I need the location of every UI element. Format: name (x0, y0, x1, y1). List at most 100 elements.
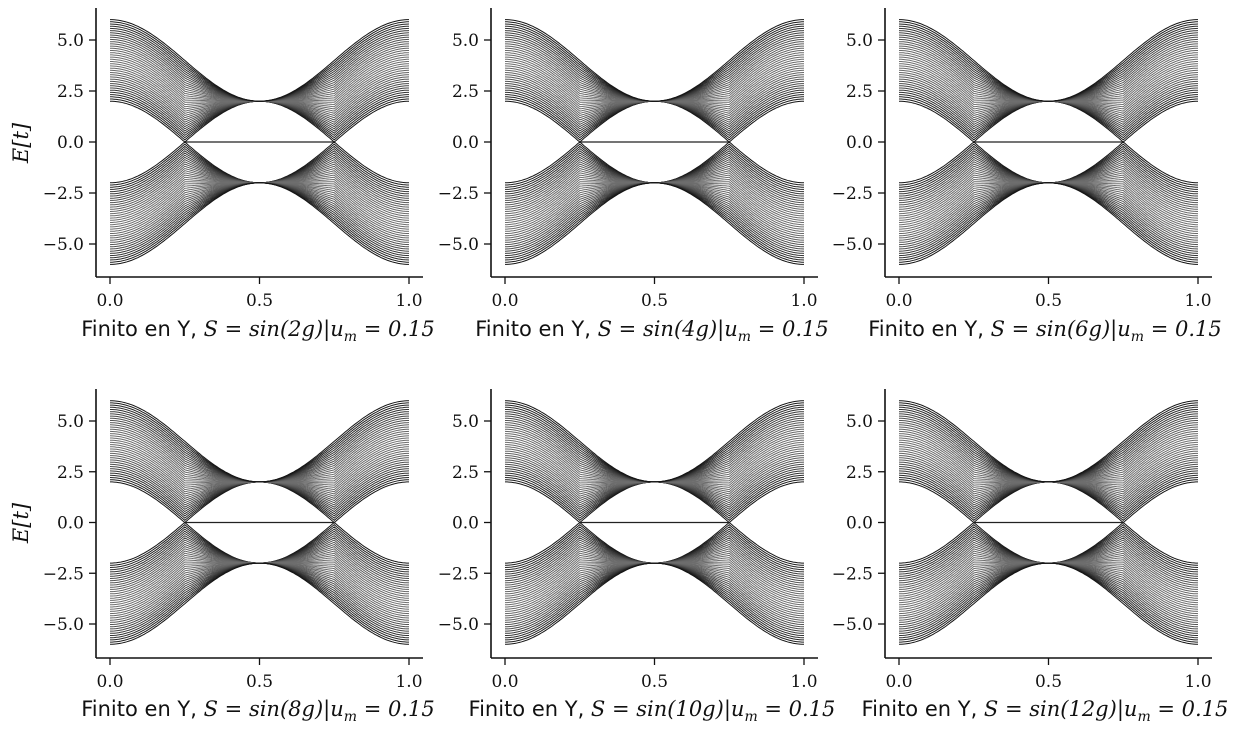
x-axis-label-math: S = sin(2g)|u (204, 317, 344, 342)
x-tick-label: 0.5 (1035, 291, 1062, 311)
y-tick-label: 5.0 (57, 412, 84, 432)
y-tick-label: 5.0 (57, 31, 84, 51)
x-axis-label: Finito en Y, S = sin(10g)|um = 0.15 (469, 697, 836, 725)
x-axis-label-subscript: m (738, 329, 751, 345)
x-axis-label-suffix: = 0.15 (751, 317, 829, 341)
x-axis-label-suffix: = 0.15 (357, 317, 435, 341)
lower-band-line-37 (505, 562, 804, 645)
band-curves (898, 19, 1199, 265)
y-tick-label: 2.5 (57, 463, 84, 483)
y-tick-label: −2.5 (438, 184, 479, 204)
y-tick-label: 0.0 (57, 514, 84, 534)
x-axis-label-prefix: Finito en Y, (862, 697, 984, 721)
x-axis-label-subscript: m (744, 709, 757, 725)
x-tick-label: 1.0 (1184, 291, 1211, 311)
y-tick-label: 2.5 (846, 82, 873, 102)
upper-band-line-37 (110, 400, 409, 483)
x-tick-label: 1.0 (1184, 672, 1211, 692)
y-tick-label: −5.0 (43, 615, 84, 635)
x-axis-label-suffix: = 0.15 (1151, 697, 1229, 721)
upper-band-line-37 (505, 19, 804, 102)
lower-band-line-34 (504, 182, 805, 259)
x-axis-label-math: S = sin(4g)|u (598, 317, 738, 342)
y-tick-label: 5.0 (846, 412, 873, 432)
upper-band-line-37 (110, 19, 409, 102)
lower-band-line-20 (505, 562, 804, 608)
x-tick-label: 0.5 (641, 672, 668, 692)
band-curves (504, 19, 805, 265)
lower-band-line-37 (110, 562, 409, 645)
x-tick-label: 0.0 (96, 291, 123, 311)
x-axis-label-subscript: m (344, 329, 357, 345)
y-tick-label: 2.5 (57, 82, 84, 102)
x-axis-label: Finito en Y, S = sin(2g)|um = 0.15 (81, 317, 435, 345)
upper-band-line-20 (505, 437, 804, 483)
x-axis-label: Finito en Y, S = sin(12g)|um = 0.15 (862, 697, 1229, 725)
x-axis-label-suffix: = 0.15 (357, 697, 435, 721)
band-curves (109, 400, 410, 645)
upper-band-line-20 (899, 56, 1198, 102)
x-tick-label: 0.0 (96, 672, 123, 692)
x-axis-label: Finito en Y, S = sin(8g)|um = 0.15 (81, 697, 435, 725)
lower-band-line-20 (110, 562, 409, 608)
lower-band-line-20 (899, 182, 1198, 228)
lower-band-line-20 (110, 182, 409, 228)
band-curves (898, 400, 1199, 645)
band-curves (504, 400, 805, 645)
x-axis-label-prefix: Finito en Y, (475, 317, 597, 341)
lower-band-line-20 (899, 562, 1198, 608)
x-axis-label-prefix: Finito en Y, (81, 317, 203, 341)
x-axis-label: Finito en Y, S = sin(4g)|um = 0.15 (475, 317, 829, 345)
y-axis-label: E[t] (9, 502, 33, 544)
y-tick-label: 2.5 (452, 463, 479, 483)
x-axis-label-prefix: Finito en Y, (469, 697, 591, 721)
x-axis-label-math: S = sin(6g)|u (991, 317, 1131, 342)
x-axis-label-prefix: Finito en Y, (868, 317, 990, 341)
x-axis-label-subscript: m (1137, 709, 1150, 725)
upper-band-line-37 (899, 19, 1198, 102)
x-tick-label: 0.0 (491, 291, 518, 311)
y-tick-label: −5.0 (438, 235, 479, 255)
upper-band-line-20 (505, 56, 804, 102)
lower-band-line-37 (899, 182, 1198, 265)
x-axis-label-suffix: = 0.15 (758, 697, 836, 721)
x-axis-label-subscript: m (1131, 329, 1144, 345)
x-tick-label: 0.0 (885, 672, 912, 692)
x-tick-label: 0.5 (1035, 672, 1062, 692)
lower-band-line-26 (505, 182, 804, 241)
x-axis-label-subscript: m (344, 709, 357, 725)
lower-band-line-37 (505, 182, 804, 265)
x-tick-label: 0.5 (246, 291, 273, 311)
y-tick-label: −5.0 (438, 615, 479, 635)
x-axis-label-math: S = sin(10g)|u (591, 697, 745, 722)
upper-band-line-37 (505, 400, 804, 483)
y-tick-label: 5.0 (452, 31, 479, 51)
y-tick-label: 0.0 (452, 514, 479, 534)
x-axis-label-suffix: = 0.15 (1144, 317, 1222, 341)
lower-band-line-37 (110, 182, 409, 265)
x-axis-label-math: S = sin(8g)|u (204, 697, 344, 722)
upper-band-line-20 (110, 437, 409, 483)
x-tick-label: 1.0 (790, 672, 817, 692)
panel-5: 5.0 2.5 0.0 −2.5 −5.0 0.0 0.5 1.0 Finito en Y, S… (438, 389, 836, 725)
x-tick-label: 0.0 (885, 291, 912, 311)
y-axis-label: E[t] (9, 122, 33, 164)
x-tick-label: 1.0 (790, 291, 817, 311)
y-tick-label: 2.5 (452, 82, 479, 102)
y-tick-label: −2.5 (43, 184, 84, 204)
x-tick-label: 0.5 (246, 672, 273, 692)
upper-band-line-20 (110, 56, 409, 102)
panel-4: 5.0 2.5 0.0 −2.5 −5.0 0.0 0.5 1.0 Finito en Y, S… (9, 389, 435, 725)
y-tick-label: 2.5 (846, 463, 873, 483)
y-tick-label: 5.0 (846, 31, 873, 51)
band-curves (109, 19, 410, 265)
y-tick-label: −2.5 (832, 564, 873, 584)
y-tick-label: 0.0 (846, 133, 873, 153)
upper-band-line-34 (504, 25, 805, 102)
y-tick-label: −2.5 (832, 184, 873, 204)
y-tick-label: −5.0 (832, 235, 873, 255)
panel-1: 5.0 2.5 0.0 −2.5 −5.0 0.0 0.5 1.0 Finito en Y, S… (9, 8, 435, 345)
y-tick-label: −2.5 (438, 564, 479, 584)
lower-band-line-37 (899, 562, 1198, 645)
